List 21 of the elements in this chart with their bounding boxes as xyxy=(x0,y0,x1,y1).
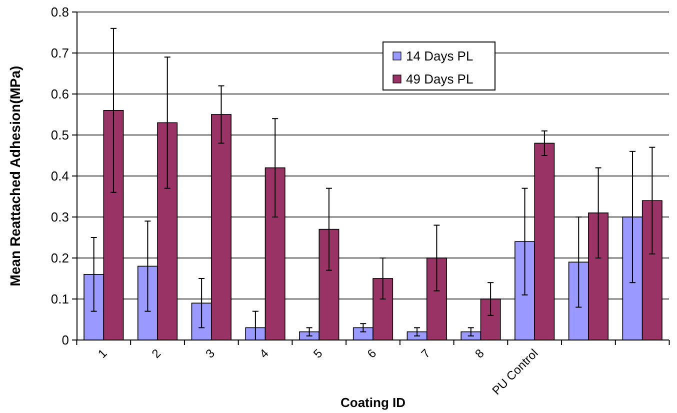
y-tick-label: 0.7 xyxy=(50,46,69,61)
y-tick-label: 0.1 xyxy=(50,292,69,307)
y-tick-label: 0.3 xyxy=(50,210,69,225)
x-axis-title: Coating ID xyxy=(340,395,406,410)
y-tick-label: 0.5 xyxy=(50,128,69,143)
y-tick-label: 0.4 xyxy=(50,168,69,184)
x-tick-label: 3 xyxy=(202,346,218,361)
y-axis-title: Mean Reattached Adhesion(MPa) xyxy=(7,66,23,286)
y-tick-label: 0.8 xyxy=(50,4,69,20)
x-tick-label: 8 xyxy=(472,346,488,361)
x-tick-label: 2 xyxy=(149,346,164,361)
legend-label: 49 Days PL xyxy=(406,72,474,87)
y-tick-label: 0 xyxy=(62,332,69,348)
x-tick-label: 6 xyxy=(364,346,380,361)
x-tick-label: 1 xyxy=(95,346,110,361)
x-tick-label: 5 xyxy=(310,346,326,361)
x-tick-label: 7 xyxy=(418,346,434,361)
y-tick-label: 0.2 xyxy=(50,250,69,266)
x-tick-label: 4 xyxy=(256,346,272,361)
y-tick-label: 0.6 xyxy=(50,86,69,102)
legend-label: 14 Days PL xyxy=(406,48,474,64)
